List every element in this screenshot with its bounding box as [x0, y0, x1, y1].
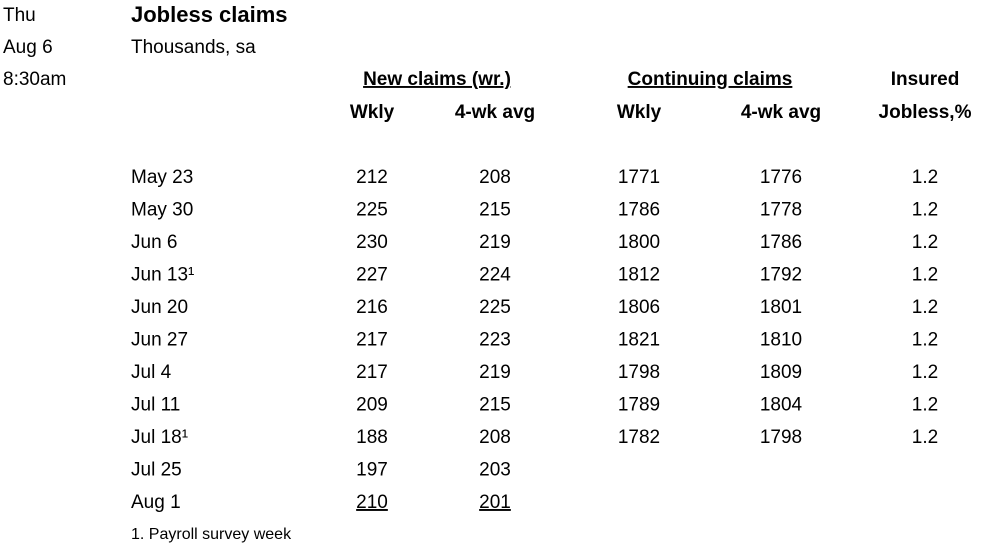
- cell: 210: [356, 492, 388, 513]
- cell: 1.2: [912, 395, 938, 416]
- cell: 224: [479, 265, 511, 286]
- cell: 1.2: [912, 200, 938, 221]
- row-label: Jul 25: [131, 460, 182, 481]
- row-label: Jun 13¹: [131, 265, 194, 286]
- cell: 1798: [760, 427, 802, 448]
- cell: 219: [479, 362, 511, 383]
- cell: 1771: [618, 167, 660, 188]
- column-header: Wkly: [617, 102, 662, 123]
- row-label: May 30: [131, 200, 193, 221]
- group-header: Insured: [891, 69, 960, 90]
- row-label: Jun 20: [131, 297, 188, 318]
- cell: 1778: [760, 200, 802, 221]
- footnote: 1. Payroll survey week: [131, 526, 292, 543]
- time: 8:30am: [3, 69, 66, 90]
- cell: 223: [479, 330, 511, 351]
- cell: 1.2: [912, 232, 938, 253]
- row-label: Jul 18¹: [131, 427, 188, 448]
- cell: 1.2: [912, 330, 938, 351]
- cell: 217: [356, 330, 388, 351]
- cell: 1800: [618, 232, 660, 253]
- cell: 1.2: [912, 265, 938, 286]
- cell: 1789: [618, 395, 660, 416]
- row-label: Aug 1: [131, 492, 181, 513]
- cell: 1810: [760, 330, 802, 351]
- cell: 1792: [760, 265, 802, 286]
- cell: 1804: [760, 395, 803, 416]
- cell: 227: [356, 265, 388, 286]
- cell: 225: [479, 297, 511, 318]
- cell: 1776: [760, 167, 802, 188]
- cell: 216: [356, 297, 388, 318]
- row-label: Jul 11: [131, 395, 180, 416]
- cell: 1786: [760, 232, 802, 253]
- row-label: May 23: [131, 167, 193, 188]
- cell: 209: [356, 395, 388, 416]
- cell: 230: [356, 232, 388, 253]
- column-header: Jobless,%: [879, 102, 972, 123]
- cell: 215: [479, 200, 511, 221]
- row-label: Jul 4: [131, 362, 172, 383]
- column-header: 4-wk avg: [455, 102, 535, 123]
- cell: 197: [356, 460, 388, 481]
- cell: 219: [479, 232, 511, 253]
- cell: 208: [479, 427, 511, 448]
- row-label: Jun 27: [131, 330, 188, 351]
- cell: 1806: [618, 297, 660, 318]
- column-header: 4-wk avg: [741, 102, 821, 123]
- cell: 203: [479, 460, 511, 481]
- cell: 1798: [618, 362, 660, 383]
- cell: 217: [356, 362, 388, 383]
- cell: 188: [356, 427, 388, 448]
- cell: 201: [479, 492, 511, 513]
- group-header: Continuing claims: [628, 69, 793, 90]
- cell: 225: [356, 200, 388, 221]
- cell: 208: [479, 167, 511, 188]
- date: Aug 6: [3, 37, 53, 58]
- cell: 1821: [618, 330, 660, 351]
- cell: 1.2: [912, 427, 938, 448]
- cell: 212: [356, 167, 388, 188]
- cell: 1809: [760, 362, 802, 383]
- cell: 1786: [618, 200, 660, 221]
- cell: 1782: [618, 427, 660, 448]
- title: Jobless claims: [131, 2, 288, 27]
- group-header: New claims (wr.): [363, 69, 511, 90]
- cell: 1.2: [912, 297, 938, 318]
- cell: 1801: [760, 297, 802, 318]
- cell: 1.2: [912, 362, 938, 383]
- cell: 1.2: [912, 167, 938, 188]
- column-header: Wkly: [350, 102, 395, 123]
- cell: 215: [479, 395, 511, 416]
- subtitle: Thousands, sa: [131, 37, 256, 58]
- day: Thu: [3, 5, 36, 26]
- cell: 1812: [618, 265, 660, 286]
- row-label: Jun 6: [131, 232, 177, 253]
